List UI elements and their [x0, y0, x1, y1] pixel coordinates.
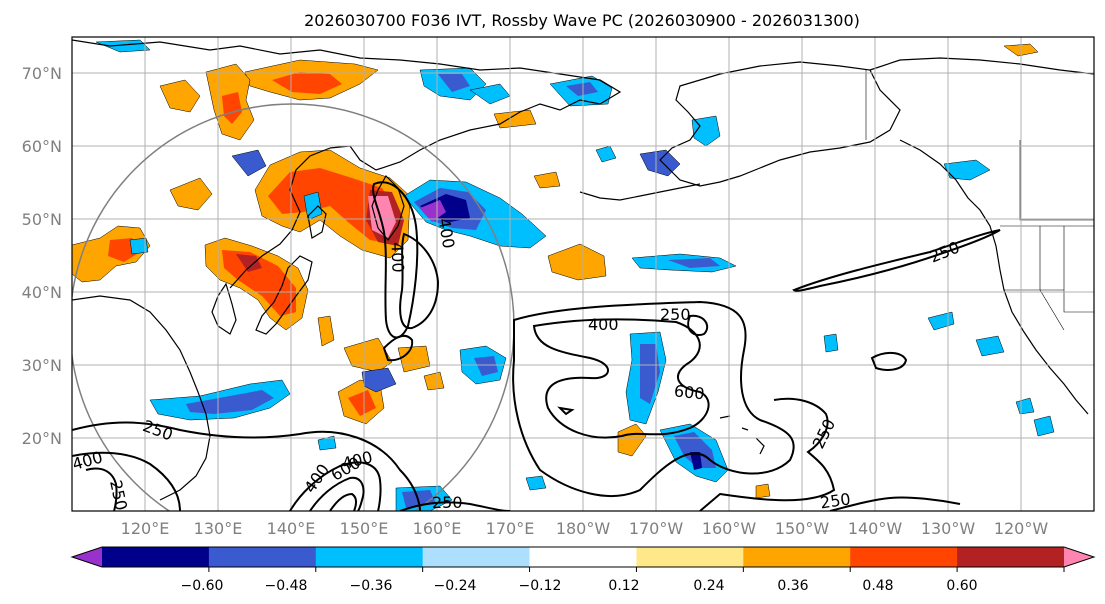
lon-label-180w: 180°W	[556, 519, 611, 538]
lon-label-120e: 120°E	[121, 519, 170, 538]
colorbar-outline	[70, 546, 1096, 568]
contour-label-250-bottom-left: 250	[432, 493, 463, 512]
lat-label-20n: 20°N	[22, 429, 62, 448]
lat-label-70n: 70°N	[22, 64, 62, 83]
ivt-negative-anomalies	[95, 39, 1055, 511]
lat-label-30n: 30°N	[22, 356, 62, 375]
lon-label-160e: 160°E	[413, 519, 462, 538]
lon-label-160w: 160°W	[702, 519, 757, 538]
lon-label-150w: 150°W	[775, 519, 830, 538]
lon-label-140w: 140°W	[848, 519, 903, 538]
colorbar-segment	[1064, 547, 1094, 567]
ivt-contours	[72, 181, 1001, 511]
colorbar-tick-label: 0.48	[862, 578, 893, 594]
map-frame	[71, 36, 1095, 512]
lon-label-170e: 170°E	[486, 519, 535, 538]
colorbar-tick-label: 0.12	[608, 578, 639, 594]
colorbar-tick-labels: −0.60 −0.48 −0.36 −0.24 −0.12 0.12 0.24 …	[181, 578, 978, 594]
colorbar-segment	[529, 547, 637, 567]
lon-label-140e: 140°E	[267, 519, 316, 538]
colorbar-segment	[102, 547, 210, 567]
colorbar-tick-label: −0.36	[350, 578, 393, 594]
lon-label-170w: 170°W	[629, 519, 684, 538]
colorbar-segment	[957, 547, 1065, 567]
colorbar-segment	[743, 547, 851, 567]
colorbar	[70, 546, 1096, 572]
figure-title: 2026030700 F036 IVT, Rossby Wave PC (202…	[304, 11, 860, 30]
lat-label-50n: 50°N	[22, 210, 62, 229]
colorbar-tick-label: 0.24	[693, 578, 724, 594]
lon-label-120w: 120°W	[994, 519, 1049, 538]
colorbar-tick-label: −0.12	[519, 578, 562, 594]
contour-250-sw	[72, 421, 421, 511]
colorbar-segment	[208, 547, 317, 567]
colorbar-segment	[315, 547, 424, 567]
lon-label-130e: 130°E	[194, 519, 243, 538]
colorbar-segment	[850, 547, 958, 567]
colorbar-tick-label: 0.36	[777, 578, 808, 594]
colorbar-tick-label: −0.48	[265, 578, 308, 594]
colorbar-tick-label: −0.24	[434, 578, 477, 594]
contour-250-east	[792, 229, 1001, 292]
contour-kamchatka-inner	[399, 232, 440, 330]
lon-label-130w: 130°W	[921, 519, 976, 538]
colorbar-segment	[636, 547, 744, 567]
lat-label-60n: 60°N	[22, 137, 62, 156]
latitude-labels: 70°N 60°N 50°N 40°N 30°N 20°N	[22, 64, 62, 448]
colorbar-segment	[72, 547, 102, 567]
political-boundaries	[865, 70, 1094, 331]
contour-label-400-kamchatka-a: 400	[388, 242, 408, 273]
contour-label-600-mid: 600	[673, 381, 705, 403]
contour-label-250-mid: 250	[660, 305, 691, 324]
colorbar-segment	[422, 547, 531, 567]
colorbar-tick-label: 0.60	[946, 578, 977, 594]
colorbar-tick-label: −0.60	[181, 578, 224, 594]
lat-label-40n: 40°N	[22, 283, 62, 302]
contour-label-250-bottom: 250	[819, 489, 852, 512]
lon-label-150e: 150°E	[340, 519, 389, 538]
contour-label-400-mid: 400	[588, 315, 619, 334]
longitude-labels: 120°E 130°E 140°E 150°E 160°E 170°E 180°…	[121, 519, 1049, 538]
map-layers: 250 400 250 600 250 250 250 250 400 250 …	[72, 37, 1094, 512]
contour-250-central	[512, 300, 795, 497]
